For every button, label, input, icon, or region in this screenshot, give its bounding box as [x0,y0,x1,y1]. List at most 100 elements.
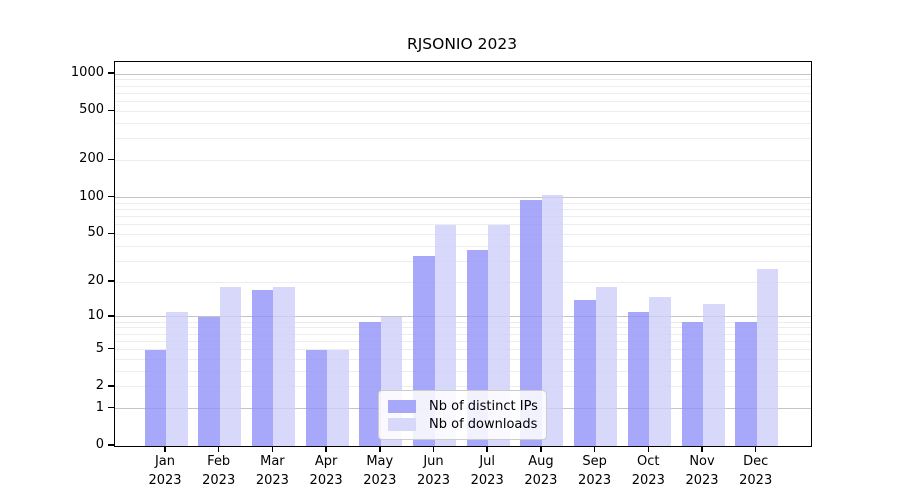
x-tick-label-nov: Nov 2023 [685,454,719,488]
x-tick-mark-mar [271,446,274,452]
y-tick-mark-50 [108,232,114,235]
legend-swatch-distinct-ips [388,399,416,413]
x-tick-label-mar: Mar 2023 [255,454,289,488]
x-tick-mark-jun [432,446,435,452]
y-tick-label-1: 1 [95,399,104,415]
bar-downloads-nov [703,303,725,446]
bar-ips-jan [144,349,166,446]
gridline-900 [115,79,811,81]
y-tick-label-200: 200 [79,151,104,167]
x-tick-mark-jan [164,446,166,452]
y-tick-mark-500 [108,109,114,112]
gridline-800 [115,85,811,87]
bar-ips-apr [305,349,328,446]
gridline-700 [115,92,811,94]
bar-ips-may [359,322,381,446]
x-tick-mark-apr [325,446,327,452]
gridline-20 [115,281,811,283]
x-tick-label-may: May 2023 [363,454,397,488]
gridline-30 [115,260,811,262]
gridline-10 [115,316,811,318]
y-tick-mark-1 [108,406,114,409]
bar-ips-mar [251,290,274,446]
y-tick-mark-0 [108,444,114,446]
bar-ips-oct [627,312,650,446]
gridline-3 [115,370,811,372]
y-tick-label-10: 10 [87,307,104,323]
bar-ips-nov [681,322,703,446]
bar-downloads-oct [649,296,671,446]
gridline-80 [115,208,811,210]
y-tick-label-50: 50 [87,225,104,241]
bar-ips-dec [735,322,757,446]
gridline-50 [115,233,811,235]
gridline-400 [115,122,811,124]
gridline-100 [115,197,811,198]
x-tick-label-dec: Dec 2023 [739,454,773,488]
bar-downloads-apr [327,349,349,446]
y-tick-label-20: 20 [87,273,104,289]
bar-downloads-jan [166,312,188,446]
x-tick-mark-feb [217,446,220,452]
x-tick-mark-nov [701,446,703,452]
bar-downloads-aug [541,194,564,446]
gridline-600 [115,100,811,102]
x-tick-label-sep: Sep 2023 [578,454,612,488]
x-tick-label-jul: Jul 2023 [470,454,504,488]
gridline-300 [115,138,811,140]
bar-downloads-feb [219,287,242,446]
chart-title: RJSONIO 2023 [406,35,518,53]
gridline-70 [115,215,811,217]
gridline-60 [115,224,811,226]
legend-label-downloads: Nb of downloads [429,416,538,432]
gridline-200 [115,159,811,161]
y-tick-mark-10 [108,315,114,317]
x-tick-label-jan: Jan 2023 [148,454,182,488]
gridline-1000 [115,73,811,75]
x-tick-mark-dec [754,446,757,452]
bar-ips-aug [520,200,542,446]
y-tick-mark-100 [108,195,114,198]
y-tick-mark-1000 [108,72,114,74]
legend: Nb of distinct IPs Nb of downloads [378,390,547,440]
bar-ips-feb [198,316,220,446]
x-tick-label-oct: Oct 2023 [631,454,665,488]
x-tick-label-jun: Jun 2023 [416,454,451,488]
gridline-4 [115,358,811,360]
gridline-6 [115,340,811,342]
legend-swatch-downloads [388,417,416,431]
bar-downloads-mar [273,287,295,446]
y-tick-mark-5 [108,347,114,350]
y-tick-label-0: 0 [95,437,104,452]
y-tick-mark-2 [108,385,114,387]
gridline-5 [115,349,811,351]
y-tick-label-5: 5 [95,340,104,356]
x-tick-mark-jul [486,446,488,452]
gridline-500 [115,110,811,112]
gridline-9 [115,321,811,323]
gridline-8 [115,327,811,329]
x-tick-label-feb: Feb 2023 [202,454,236,488]
gridline-2 [115,386,811,388]
y-tick-mark-20 [108,280,114,282]
legend-entry-distinct-ips: Nb of distinct IPs [388,397,538,415]
y-tick-label-2: 2 [95,377,104,393]
y-tick-label-1000: 1000 [70,65,104,80]
gridline-40 [115,245,811,247]
x-tick-mark-oct [647,446,650,452]
bar-downloads-sep [595,287,618,446]
y-tick-label-100: 100 [79,188,104,204]
x-tick-label-apr: Apr 2023 [309,454,343,488]
bar-ips-sep [574,300,596,446]
gridline-7 [115,333,811,335]
y-tick-label-500: 500 [79,102,104,118]
legend-label-distinct-ips: Nb of distinct IPs [429,398,538,414]
x-tick-label-aug: Aug 2023 [524,454,558,488]
legend-entry-downloads: Nb of downloads [388,415,537,433]
y-tick-mark-200 [108,158,114,161]
bar-downloads-dec [756,268,779,446]
x-tick-mark-aug [540,446,542,452]
x-tick-mark-may [379,446,381,452]
gridline-90 [115,202,811,204]
